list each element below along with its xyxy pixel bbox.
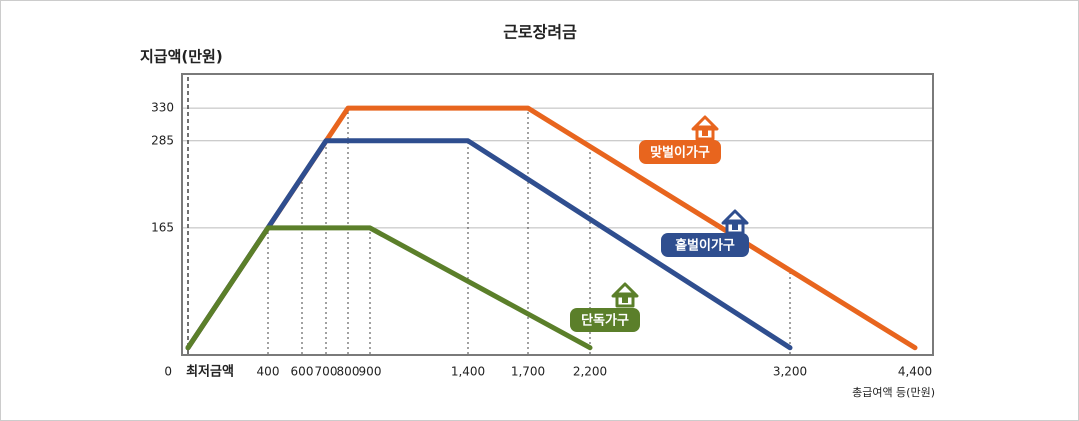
house-window — [702, 130, 708, 136]
legend-box — [639, 140, 721, 164]
house-icon — [611, 282, 639, 308]
legend-item: 홑벌이가구 — [661, 209, 749, 257]
x-tick-label: 3,200 — [773, 365, 807, 379]
y-axis-title: 지급액(만원) — [140, 48, 223, 66]
legend-item: 단독가구 — [570, 282, 640, 332]
x-tick-label: 700 — [315, 365, 338, 379]
x-tick-label: 1,700 — [511, 365, 545, 379]
y-tick-label: 165 — [151, 220, 174, 234]
series-line — [185, 225, 593, 351]
legend-box — [570, 308, 640, 332]
x-tick-label: 4,400 — [898, 365, 932, 379]
x-tick-label: 600 — [291, 365, 314, 379]
plot-frame — [181, 73, 934, 356]
x-tick-label: 900 — [359, 365, 382, 379]
house-window — [622, 297, 628, 303]
y-tick-label: 0 — [164, 365, 172, 379]
y-tick-label: 285 — [151, 133, 174, 147]
legend-label: 홑벌이가구 — [675, 238, 735, 254]
legend-box — [661, 233, 749, 257]
legend-label: 단독가구 — [581, 313, 629, 329]
y-tick-label: 330 — [151, 101, 174, 115]
legend-item: 맞벌이가구 — [639, 115, 721, 164]
x-axis-title: 총급여액 등(만원) — [852, 386, 935, 399]
x-tick-label: 1,400 — [451, 365, 485, 379]
house-window — [732, 224, 738, 230]
house-icon — [721, 209, 749, 235]
x-tick-label: 최저금액 — [186, 365, 234, 380]
x-tick-label: 800 — [337, 365, 360, 379]
x-tick-label: 400 — [257, 365, 280, 379]
chart-title: 근로장려금 — [503, 23, 577, 42]
house-icon — [691, 115, 719, 141]
legend-label: 맞벌이가구 — [650, 145, 710, 161]
x-tick-label: 2,200 — [573, 365, 607, 379]
